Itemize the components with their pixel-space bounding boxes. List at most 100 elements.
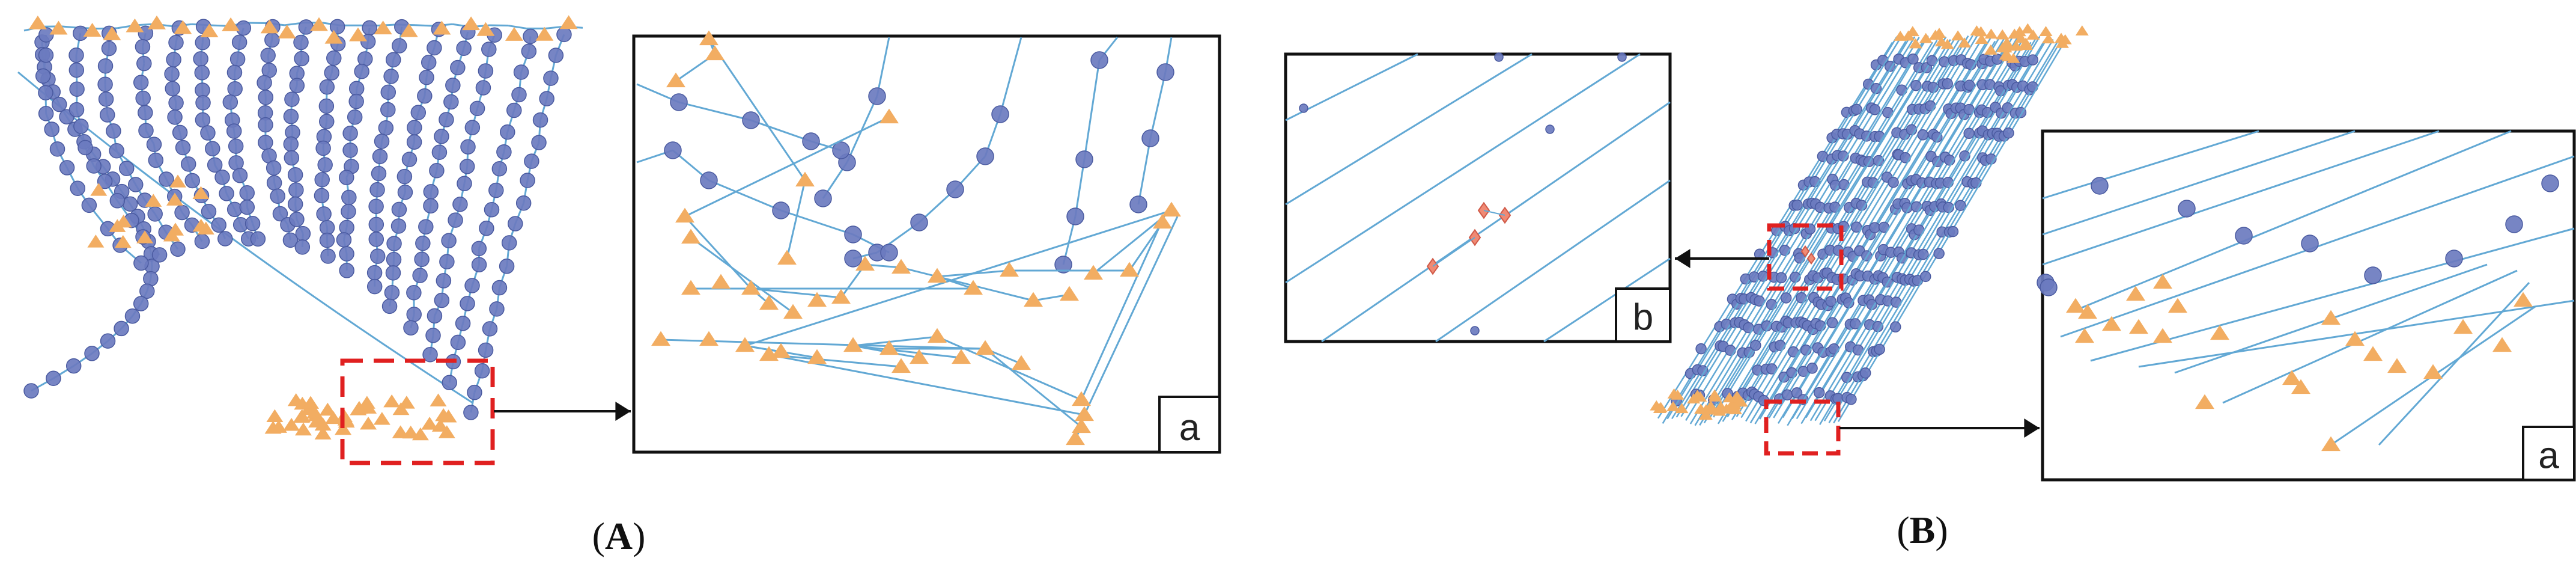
triangle-marker-icon xyxy=(2363,346,2383,361)
circle-marker-icon xyxy=(264,32,280,48)
circle-marker-icon xyxy=(407,120,422,135)
triangle-marker-icon xyxy=(2153,274,2172,289)
circle-marker-icon xyxy=(1859,367,1871,379)
circle-marker-icon xyxy=(434,292,450,308)
circle-marker-icon xyxy=(1779,245,1791,256)
triangle-marker-icon xyxy=(2423,364,2443,379)
triangle-marker-icon xyxy=(283,418,300,431)
edge-line xyxy=(2090,227,2575,362)
circle-marker-icon xyxy=(515,195,532,211)
triangle-marker-icon xyxy=(843,337,863,352)
circle-marker-icon xyxy=(260,47,276,63)
circle-marker-icon xyxy=(445,78,461,93)
circle-marker-icon xyxy=(1791,199,1803,211)
triangle-marker-icon xyxy=(964,280,983,295)
circle-marker-icon xyxy=(245,216,261,231)
circle-marker-icon xyxy=(1791,387,1803,399)
triangle-marker-icon xyxy=(2168,298,2187,313)
panel-b-inset-b: b xyxy=(1284,52,1672,343)
circle-marker-icon xyxy=(320,248,336,264)
triangle-marker-icon xyxy=(136,230,154,244)
triangle-marker-icon xyxy=(169,174,186,188)
triangle-marker-icon xyxy=(28,15,47,29)
triangle-marker-icon xyxy=(278,24,296,38)
circle-marker-icon xyxy=(460,296,475,311)
circle-marker-icon xyxy=(401,152,418,167)
circle-marker-icon xyxy=(460,139,476,155)
edge-line xyxy=(1543,257,1671,343)
circle-marker-icon xyxy=(1066,207,1084,225)
circle-marker-icon xyxy=(1931,131,1943,143)
triangle-marker-icon xyxy=(270,420,287,433)
edge-line xyxy=(2042,130,2356,236)
edge-line xyxy=(684,116,890,218)
circle-marker-icon xyxy=(429,162,445,179)
triangle-marker-icon xyxy=(795,171,815,187)
triangle-marker-icon xyxy=(1975,34,1988,44)
triangle-marker-icon xyxy=(559,15,578,29)
panel-b-inset-a: a xyxy=(2037,129,2576,482)
circle-marker-icon xyxy=(1826,317,1838,328)
circle-marker-icon xyxy=(1910,201,1922,213)
edge-line xyxy=(293,281,316,299)
circle-marker-icon xyxy=(1924,100,1936,112)
triangle-marker-icon xyxy=(2021,23,2035,34)
circle-marker-icon xyxy=(341,189,357,206)
edge-line xyxy=(91,131,112,149)
circle-marker-icon xyxy=(421,54,437,70)
triangle-marker-icon xyxy=(705,45,724,61)
circle-marker-icon xyxy=(531,135,547,150)
arrow-right-icon xyxy=(2024,418,2040,438)
circle-marker-icon xyxy=(133,75,149,90)
circle-marker-icon xyxy=(532,112,548,128)
triangle-marker-icon xyxy=(2387,358,2407,373)
triangle-marker-icon xyxy=(2058,34,2072,44)
circle-marker-icon xyxy=(406,285,422,301)
edge-line xyxy=(1435,179,1671,343)
circle-marker-icon xyxy=(403,320,419,336)
edge-line xyxy=(315,296,338,314)
edge-line xyxy=(1731,38,1965,420)
edge-line xyxy=(1080,213,1167,400)
circle-marker-icon xyxy=(101,40,117,57)
triangle-marker-icon xyxy=(83,23,102,37)
circle-marker-icon xyxy=(513,64,529,80)
triangle-marker-icon xyxy=(2019,40,2033,51)
circle-marker-icon xyxy=(814,189,832,207)
triangle-marker-icon xyxy=(2126,286,2145,301)
circle-marker-icon xyxy=(227,81,243,97)
edge-line xyxy=(508,25,527,29)
edge-line xyxy=(750,287,842,299)
triangle-marker-icon xyxy=(360,400,377,414)
triangle-marker-icon xyxy=(1713,405,1727,416)
edge-line xyxy=(415,24,434,27)
circle-marker-icon xyxy=(1963,127,1975,139)
triangle-marker-icon xyxy=(699,331,718,346)
circle-marker-icon xyxy=(425,328,441,343)
circle-marker-icon xyxy=(266,160,282,176)
edge-line xyxy=(852,336,938,347)
triangle-marker-icon xyxy=(374,20,392,35)
circle-marker-icon xyxy=(524,153,539,169)
triangle-marker-icon xyxy=(2102,316,2121,331)
circle-marker-icon xyxy=(2027,54,2039,66)
circle-marker-icon xyxy=(374,133,390,149)
triangle-marker-icon xyxy=(392,425,409,438)
circle-marker-icon xyxy=(489,301,505,317)
circle-marker-icon xyxy=(148,152,164,168)
edge-line xyxy=(2378,281,2530,446)
circle-marker-icon xyxy=(284,150,300,166)
inset-frame-b-a xyxy=(2041,129,2576,482)
triangle-marker-icon xyxy=(197,221,214,235)
circle-marker-icon xyxy=(2091,177,2109,195)
circle-marker-icon xyxy=(329,19,345,35)
circle-marker-icon xyxy=(319,232,335,248)
circle-marker-icon xyxy=(180,156,196,172)
circle-marker-icon xyxy=(386,236,402,251)
circle-marker-icon xyxy=(1919,271,1931,283)
circle-marker-icon xyxy=(2003,127,2014,139)
circle-marker-icon xyxy=(164,66,180,82)
triangle-marker-icon xyxy=(222,17,240,31)
triangle-marker-icon xyxy=(2492,337,2512,352)
circle-marker-icon xyxy=(135,38,151,55)
